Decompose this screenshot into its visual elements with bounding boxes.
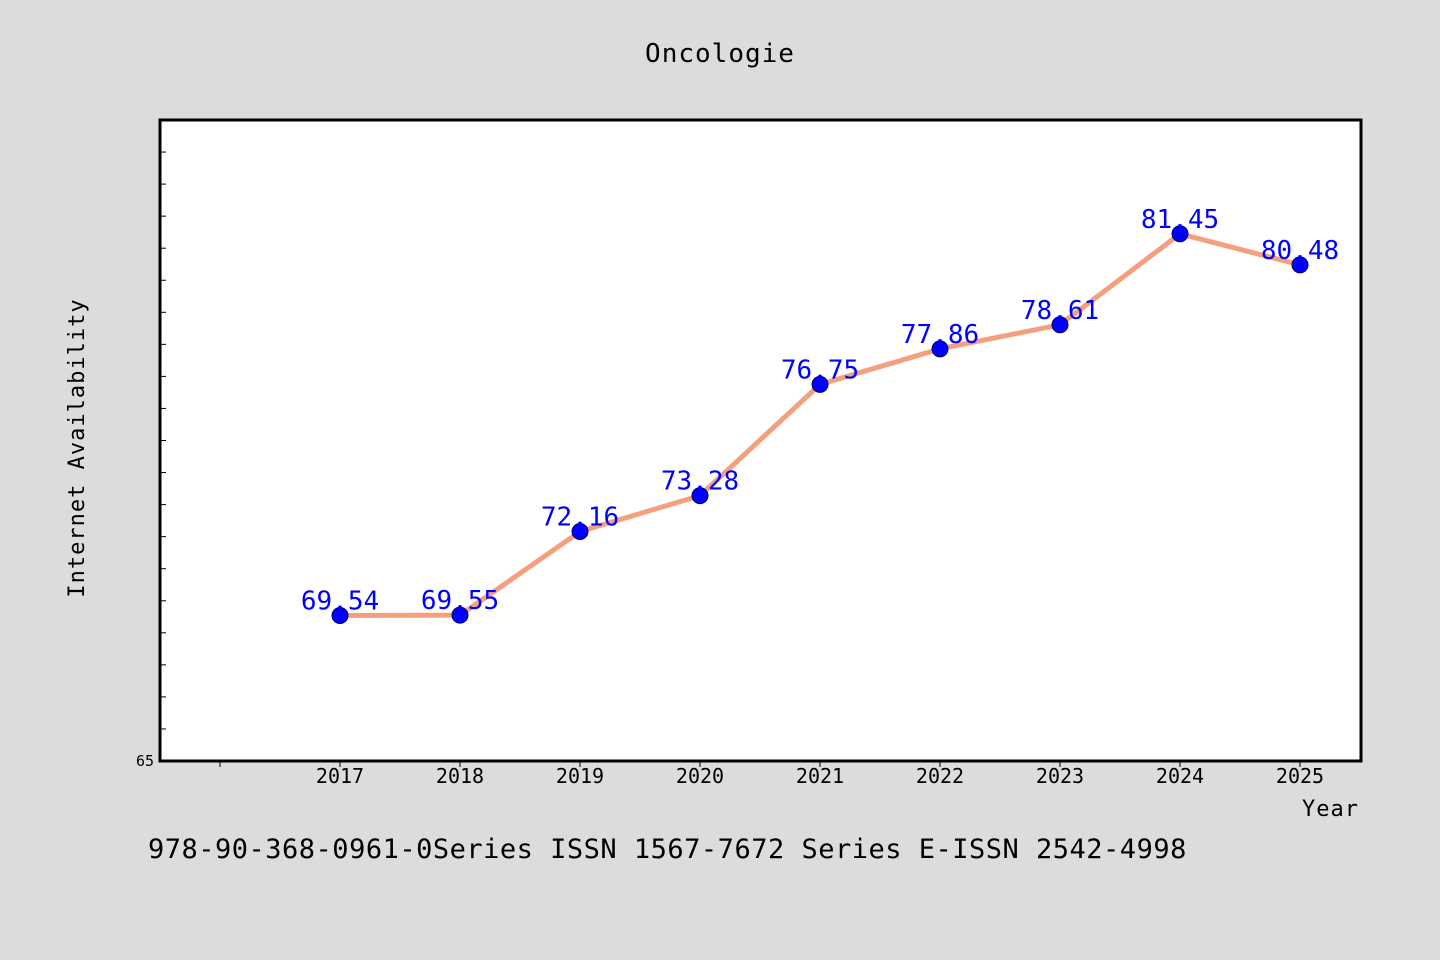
data-point [571, 523, 589, 541]
x-tick-label: 2022 [916, 764, 964, 788]
x-tick-label: 2020 [676, 764, 724, 788]
data-point [811, 375, 829, 393]
data-label: 69.55 [421, 586, 499, 616]
data-label: 73.28 [661, 467, 739, 497]
y-axis-label: Internet Availability [65, 298, 90, 597]
data-label: 77.86 [901, 320, 979, 350]
data-point [691, 487, 709, 505]
chart-title: Oncologie [645, 39, 795, 69]
plot-frame [158, 118, 1363, 763]
data-label: 81.45 [1141, 205, 1219, 235]
x-tick-label: 2019 [556, 764, 604, 788]
data-point [331, 606, 349, 624]
y-tick-label: 65 [136, 752, 154, 770]
y-tick-labels: 65 [136, 752, 154, 770]
data-label: 78.61 [1021, 296, 1099, 326]
data-point [1291, 256, 1309, 274]
x-tick-label: 2021 [796, 764, 844, 788]
x-tick-label: 2018 [436, 764, 484, 788]
data-label: 69.54 [301, 586, 379, 616]
data-point [931, 340, 949, 358]
data-labels: 69.54 69.55 72.16 73.28 76.75 77.86 78.61 81.45… [301, 205, 1339, 617]
data-point [1051, 316, 1069, 334]
series [331, 225, 1309, 624]
x-axis-label: Year [1302, 797, 1359, 822]
x-tick-label: 2025 [1276, 764, 1324, 788]
data-point [451, 606, 469, 624]
data-label: 72.16 [541, 503, 619, 533]
data-label: 80.48 [1261, 236, 1339, 266]
data-point [1171, 225, 1189, 243]
x-tick-labels: 2017 2018 2019 2020 2021 2022 2023 2024 2025 [316, 764, 1324, 788]
footer-isbn-text: 978-90-368-0961-0Series ISSN 1567-7672 S… [148, 834, 1187, 865]
x-tick-label: 2023 [1036, 764, 1084, 788]
data-label: 76.75 [781, 355, 859, 385]
x-tick-label: 2024 [1156, 764, 1204, 788]
x-tick-label: 2017 [316, 764, 364, 788]
